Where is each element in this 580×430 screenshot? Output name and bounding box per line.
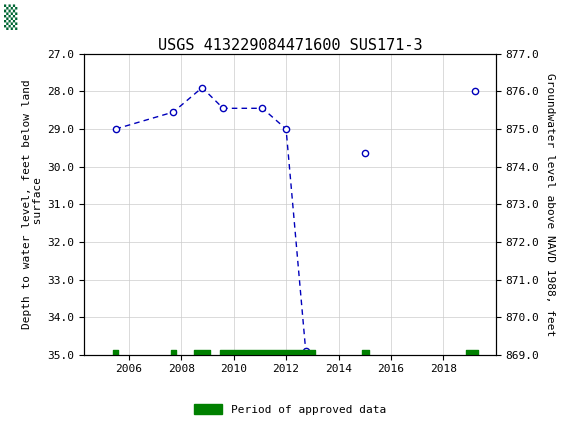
FancyBboxPatch shape <box>3 3 52 32</box>
Text: USGS 413229084471600 SUS171-3: USGS 413229084471600 SUS171-3 <box>158 38 422 52</box>
Y-axis label: Depth to water level, feet below land
 surface: Depth to water level, feet below land su… <box>21 80 44 329</box>
Y-axis label: Groundwater level above NAVD 1988, feet: Groundwater level above NAVD 1988, feet <box>545 73 555 336</box>
Text: USGS: USGS <box>39 10 76 25</box>
Legend: Period of approved data: Period of approved data <box>190 400 390 419</box>
Text: ▒: ▒ <box>4 5 17 31</box>
